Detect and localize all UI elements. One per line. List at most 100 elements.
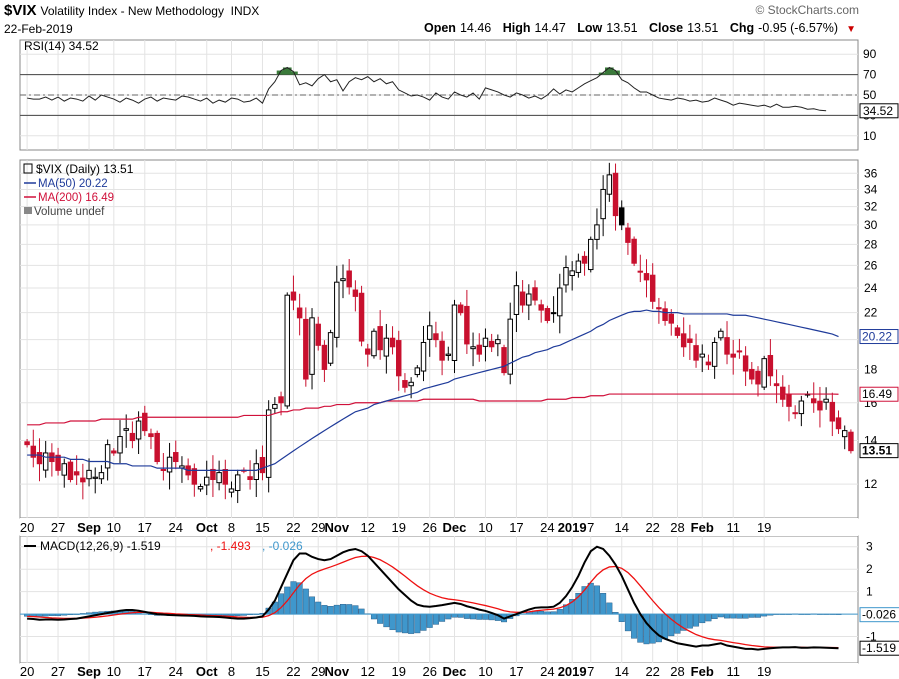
candle-body	[408, 381, 414, 387]
candle-body	[823, 398, 829, 403]
open-value: 14.46	[459, 21, 492, 35]
candle-body	[433, 333, 439, 341]
candle-body	[334, 281, 340, 338]
macd-histogram-bar	[742, 613, 749, 619]
symbol: $VIX	[4, 2, 37, 19]
candle-body	[643, 273, 650, 281]
candle-body	[247, 476, 253, 481]
candle-body	[265, 409, 272, 478]
candle-body	[476, 344, 482, 355]
ma50-legend: MA(50) 20.22	[38, 178, 108, 190]
x-tick-label: 20	[20, 664, 34, 679]
macd-histogram-bar	[358, 608, 365, 615]
candle-body	[631, 238, 637, 264]
candle-body	[662, 308, 668, 321]
rsi-last-value: 34.52	[863, 104, 893, 118]
candle-body	[811, 398, 817, 404]
macd-histogram-bar	[290, 581, 297, 615]
x-tick-label: 22	[645, 520, 659, 535]
macd-last-box	[859, 640, 899, 656]
chg-value: -0.95 (-6.57%)	[758, 21, 839, 35]
candle-body	[67, 461, 74, 481]
price-tick-label: 12	[864, 477, 878, 491]
x-tick-label: 17	[509, 520, 523, 535]
candle-body	[649, 274, 656, 302]
candle-body	[724, 337, 730, 355]
rsi-tick-label: 90	[863, 47, 877, 61]
candle-body	[117, 436, 123, 454]
ma50-last-value: 20.22	[862, 330, 892, 344]
candle-body	[736, 350, 743, 353]
candle-body	[259, 456, 266, 474]
candle-body	[98, 472, 105, 480]
candle-body	[470, 346, 476, 350]
macd-histogram-bar	[693, 613, 700, 627]
price-tick-label: 32	[864, 200, 878, 214]
chart-date: 22-Feb-2019	[4, 22, 73, 36]
candle-body	[340, 278, 346, 282]
candle-body	[575, 260, 582, 273]
candle-body	[129, 432, 136, 442]
macd-histogram-bar	[445, 613, 452, 620]
rsi-line	[27, 66, 827, 112]
candle-body	[767, 355, 774, 377]
panel-macd	[19, 535, 859, 664]
x-tick-label: 22	[286, 664, 300, 679]
macd-legend-hist: , -0.026	[262, 539, 303, 553]
candle-body	[346, 270, 352, 288]
copyright-link[interactable]: © StockCharts.com	[755, 3, 859, 17]
chg-label: Chg	[729, 21, 755, 35]
candle-body	[612, 172, 619, 217]
ma200-line	[27, 393, 839, 426]
x-tick-label: 28	[670, 520, 684, 535]
macd-last-value: -1.519	[862, 641, 896, 655]
x-tick-label: 14	[614, 664, 628, 679]
candle-legend-icon	[23, 163, 33, 174]
x-tick-label: Dec	[443, 520, 467, 535]
candle-body	[817, 400, 823, 411]
candle-body	[618, 207, 625, 226]
x-tick-label: 17	[509, 664, 523, 679]
price-tick-label: 34	[864, 182, 878, 196]
candle-body	[426, 325, 433, 340]
rsi-overbought-fill	[598, 72, 608, 75]
x-tick-label: 12	[361, 664, 375, 679]
candle-body	[656, 307, 662, 310]
x-tick-label: 2019	[558, 664, 587, 679]
x-tick-label: Dec	[443, 664, 467, 679]
macd-histogram-bar	[631, 613, 638, 639]
candle-body	[780, 386, 786, 400]
macd-date-strip	[20, 663, 858, 679]
candle-body	[495, 339, 501, 345]
x-tick-label: 8	[228, 664, 235, 679]
candle-body	[104, 444, 111, 469]
candle-body	[693, 345, 699, 361]
candle-body	[284, 294, 290, 407]
candle-body	[718, 330, 724, 339]
macd-histogram-bar	[333, 604, 340, 615]
low-label: Low	[577, 21, 603, 35]
candle-body	[749, 368, 755, 380]
candle-body	[142, 412, 148, 432]
candle-body	[36, 452, 43, 465]
x-tick-label: 15	[255, 664, 269, 679]
open-label: Open	[424, 21, 456, 35]
candle-body	[73, 471, 80, 476]
macd-histogram-bar	[711, 613, 718, 620]
price-tick-label: 18	[864, 362, 878, 376]
candle-body	[841, 430, 848, 438]
macd-histogram-bar	[748, 613, 755, 618]
macd-histogram-bar	[587, 582, 594, 615]
x-tick-label: 8	[228, 520, 235, 535]
macd-histogram-bar	[426, 613, 433, 628]
macd-histogram-bar	[705, 613, 712, 622]
candle-body	[86, 469, 92, 480]
candle-body	[501, 347, 507, 374]
x-tick-label: 10	[107, 520, 121, 535]
macd-histogram-bar	[309, 596, 316, 615]
candle-body	[402, 380, 408, 388]
macd-histogram-bar	[488, 613, 495, 621]
candle-body	[197, 486, 204, 490]
candle-body	[457, 304, 464, 314]
macd-histogram-bar	[736, 613, 743, 619]
